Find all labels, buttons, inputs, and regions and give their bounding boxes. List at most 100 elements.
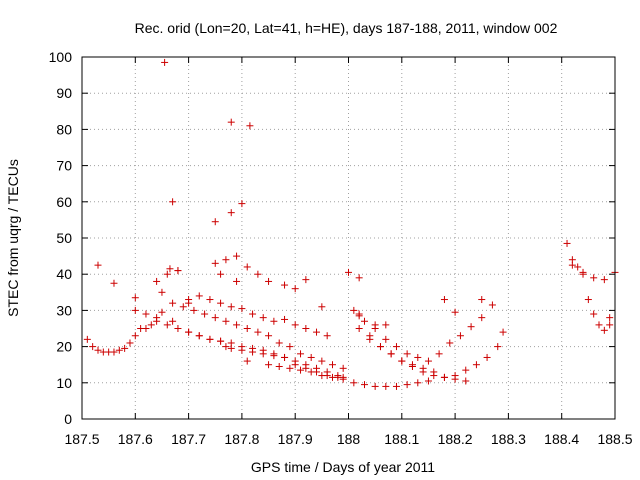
data-point xyxy=(382,382,390,390)
data-point xyxy=(568,261,576,269)
data-point xyxy=(169,317,177,325)
data-point xyxy=(110,279,118,287)
x-tick-label: 187.8 xyxy=(224,431,259,447)
data-point xyxy=(440,296,448,304)
grid-lines xyxy=(82,57,615,419)
data-point xyxy=(424,357,432,365)
data-point xyxy=(462,366,470,374)
y-axis-ticks: 0 10 20 30 40 50 60 70 80 90 100 xyxy=(49,49,615,427)
data-point xyxy=(355,325,363,332)
data-point xyxy=(211,259,219,267)
data-point xyxy=(360,317,368,325)
data-point xyxy=(318,303,326,311)
data-point xyxy=(286,364,294,372)
data-point xyxy=(478,314,486,322)
y-tick-label: 0 xyxy=(64,411,72,427)
data-point xyxy=(185,328,193,336)
x-axis-title: GPS time / Days of year 2011 xyxy=(251,459,435,475)
data-point xyxy=(590,274,598,282)
data-point xyxy=(246,122,254,130)
data-point xyxy=(158,308,166,316)
data-point xyxy=(424,377,432,385)
data-point xyxy=(222,256,230,264)
data-point xyxy=(488,301,496,309)
data-point xyxy=(281,353,289,361)
data-point xyxy=(392,343,400,351)
data-point xyxy=(392,382,400,390)
x-tick-label: 187.5 xyxy=(64,431,99,447)
data-point xyxy=(126,339,134,347)
data-point xyxy=(265,361,273,369)
data-point xyxy=(302,325,310,332)
x-tick-label: 188.2 xyxy=(438,431,473,447)
data-point xyxy=(227,303,235,311)
data-point xyxy=(142,310,150,318)
data-point xyxy=(350,379,358,387)
data-point xyxy=(174,267,182,275)
data-point xyxy=(83,335,91,343)
data-point xyxy=(376,343,384,351)
x-tick-label: 188.4 xyxy=(544,431,579,447)
data-point xyxy=(254,270,262,278)
data-point xyxy=(318,372,326,380)
data-point xyxy=(238,305,246,313)
data-point xyxy=(483,353,491,361)
data-point xyxy=(291,321,299,329)
data-point xyxy=(227,118,235,126)
data-point xyxy=(115,346,123,354)
data-point xyxy=(440,373,448,381)
data-point xyxy=(131,306,139,314)
data-point xyxy=(222,343,230,351)
data-point xyxy=(169,198,177,206)
data-point xyxy=(371,321,379,329)
y-tick-label: 100 xyxy=(49,49,73,65)
data-point xyxy=(233,277,241,285)
data-point xyxy=(249,310,257,318)
y-tick-label: 80 xyxy=(56,121,72,137)
data-point xyxy=(211,314,219,322)
x-tick-label: 188.5 xyxy=(597,431,632,447)
data-point xyxy=(265,332,273,340)
data-point xyxy=(600,326,608,334)
data-point xyxy=(206,296,214,304)
plot-area-frame xyxy=(81,56,616,420)
y-tick-label: 20 xyxy=(56,339,72,355)
data-point xyxy=(329,361,337,369)
data-point xyxy=(265,277,273,285)
y-axis-title: STEC from uqrg / TECUs xyxy=(5,159,21,317)
data-point xyxy=(462,377,470,385)
data-point xyxy=(419,364,427,372)
data-point xyxy=(600,276,608,284)
data-point xyxy=(270,317,278,325)
data-point xyxy=(446,339,454,347)
data-point xyxy=(238,200,246,208)
data-point xyxy=(206,335,214,343)
data-point xyxy=(291,285,299,293)
data-point xyxy=(291,361,299,369)
y-tick-label: 10 xyxy=(56,375,72,391)
data-point xyxy=(249,344,257,352)
data-point xyxy=(281,315,289,323)
data-point xyxy=(275,363,283,371)
data-points xyxy=(83,58,619,390)
data-point xyxy=(297,366,305,374)
data-point xyxy=(339,375,347,383)
data-point xyxy=(158,288,166,296)
data-point xyxy=(131,332,139,340)
data-point xyxy=(238,343,246,351)
data-point xyxy=(297,350,305,358)
data-point xyxy=(606,321,614,329)
data-point xyxy=(254,328,262,336)
data-point xyxy=(382,321,390,329)
data-point xyxy=(366,332,374,340)
y-tick-label: 40 xyxy=(56,266,72,282)
data-point xyxy=(313,328,321,336)
data-point xyxy=(110,348,118,356)
x-axis-ticks: 187.5 187.6 187.7 187.8 187.9 188 188.1 188.2 18… xyxy=(64,57,633,447)
data-point xyxy=(472,361,480,369)
data-point xyxy=(467,323,475,331)
data-point xyxy=(563,239,571,247)
data-point xyxy=(259,346,267,354)
data-point xyxy=(227,339,235,347)
